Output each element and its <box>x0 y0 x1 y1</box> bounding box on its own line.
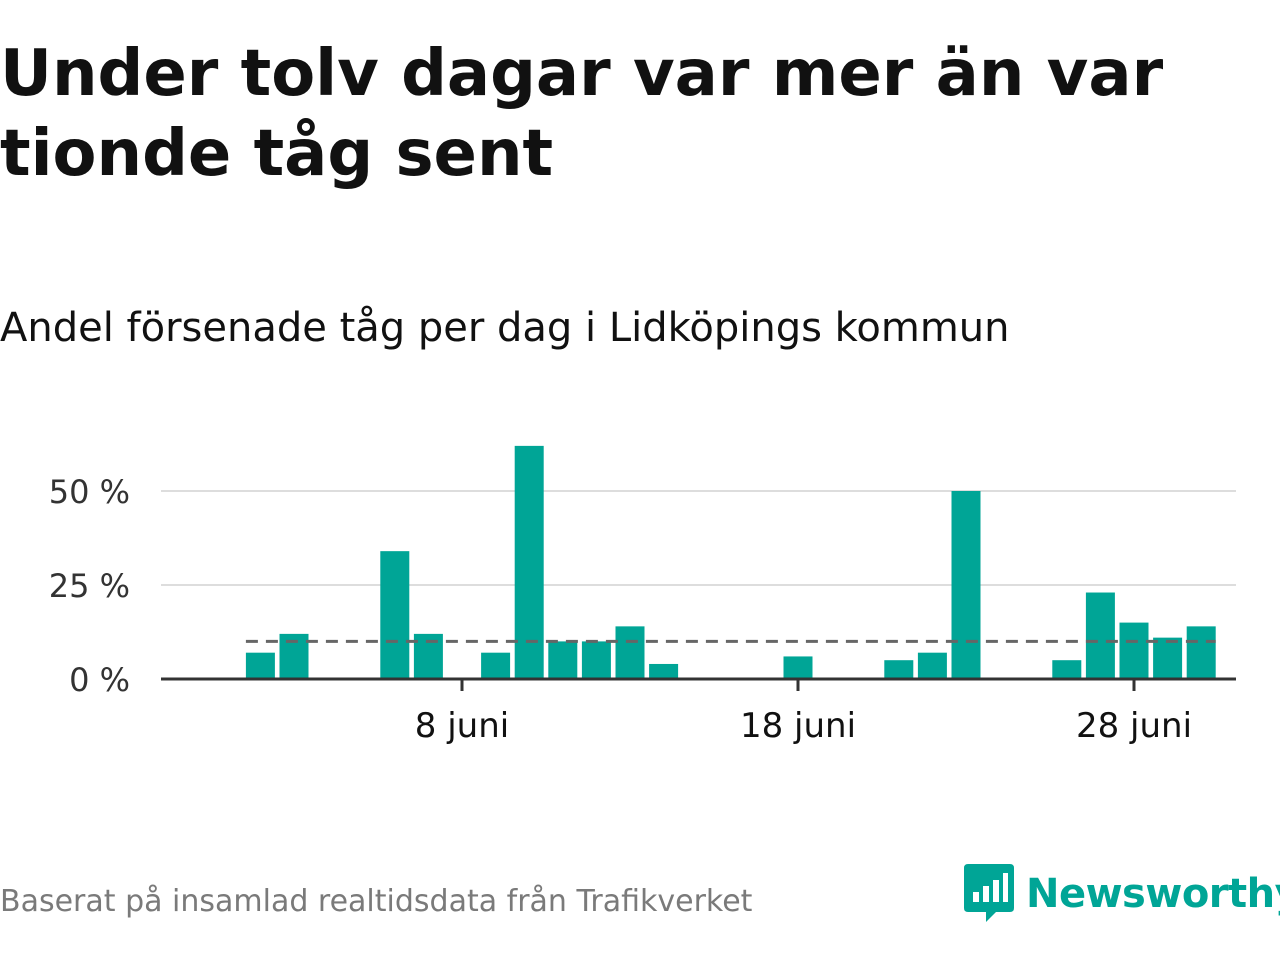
bar <box>1085 592 1115 679</box>
bar <box>548 641 578 679</box>
chart-title: Under tolv dagar var mer än var tionde t… <box>0 37 1164 191</box>
bar <box>783 656 813 679</box>
y-tick-label: 25 % <box>49 567 130 605</box>
bar <box>1153 637 1183 679</box>
brand-name: Newsworthy <box>1026 871 1280 917</box>
bar <box>884 660 914 679</box>
bar <box>1186 626 1216 679</box>
bar <box>514 445 544 679</box>
y-tick-label: 0 % <box>69 661 130 699</box>
bar <box>380 551 410 679</box>
bar <box>581 641 611 679</box>
chart-subtitle: Andel försenade tåg per dag i Lidköpings… <box>0 305 1010 351</box>
bar <box>615 626 645 679</box>
source-note: Baserat på insamlad realtidsdata från Tr… <box>0 884 753 919</box>
bar <box>649 663 679 679</box>
x-tick-label: 18 juni <box>740 706 856 746</box>
y-tick-label: 50 % <box>49 473 130 511</box>
bar <box>917 652 947 679</box>
bar <box>1052 660 1082 679</box>
bar <box>245 652 275 679</box>
bar <box>951 491 981 679</box>
brand-logo: Newsworthy <box>964 862 1280 926</box>
bar <box>481 652 511 679</box>
bar <box>1119 622 1149 679</box>
x-tick-label: 8 juni <box>415 706 509 746</box>
x-tick-label: 28 juni <box>1076 706 1192 746</box>
bar-chart: 0 % 25 % 50 % 8 juni 18 juni 28 juni <box>49 445 1236 746</box>
newsworthy-logo-icon <box>964 864 1014 922</box>
